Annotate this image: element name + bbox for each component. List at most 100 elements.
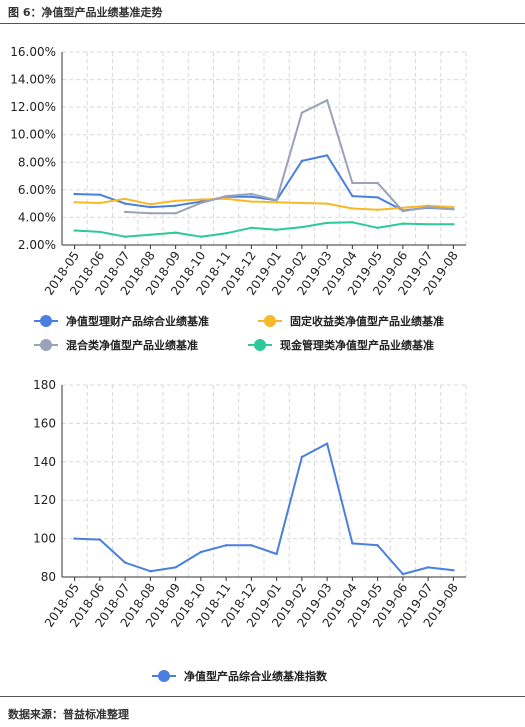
series-0-point xyxy=(325,154,329,157)
legend-swatch xyxy=(152,670,176,682)
series-0-point xyxy=(98,538,102,541)
legend-item-3[interactable]: 现金管理类净值型产品业绩基准 xyxy=(248,337,434,353)
series-0-point xyxy=(351,194,354,198)
series-3-point xyxy=(376,226,379,229)
y-tick-label: 14.00% xyxy=(10,73,56,87)
series-3-point xyxy=(325,221,329,225)
y-tick-label: 160 xyxy=(33,416,56,430)
y-tick-label: 10.00% xyxy=(10,128,56,142)
legend-label: 净值型理财产品综合业绩基准 xyxy=(66,315,209,328)
benchmark-index-legend: 净值型产品综合业绩基准指数 xyxy=(0,668,525,684)
series-0-point xyxy=(149,205,152,209)
series-3-point xyxy=(73,229,76,232)
benchmark-index-chart: 801001201401601802018-052018-062018-0720… xyxy=(33,378,467,630)
legend-item-2[interactable]: 混合类净值型产品业绩基准 xyxy=(34,337,198,353)
series-line-2 xyxy=(125,99,454,215)
series-2-point xyxy=(401,210,405,213)
series-1-point xyxy=(123,197,127,201)
legend-item-0[interactable]: 净值型理财产品综合业绩基准 xyxy=(34,313,209,329)
series-2-point xyxy=(300,111,304,114)
y-tick-label: 100 xyxy=(33,532,56,546)
series-0-point xyxy=(123,202,127,205)
benchmark-rate-legend: 净值型理财产品综合业绩基准 固定收益类净值型产品业绩基准混合类净值型产品业绩基准 现… xyxy=(0,311,525,355)
benchmark-rate-chart: 2.00% 4.00% 6.00% 8.00% 10.00% 12.00% 14.00% 16… xyxy=(10,45,467,298)
series-1-point xyxy=(73,201,76,204)
series-1-point xyxy=(224,197,228,201)
series-2-point xyxy=(224,194,228,198)
series-2-point xyxy=(149,212,152,215)
series-2-point xyxy=(199,201,203,205)
series-line-0 xyxy=(74,442,454,576)
series-1-point xyxy=(250,200,253,203)
series-0-point xyxy=(149,570,152,573)
bottom-rule xyxy=(0,696,525,697)
series-2-point xyxy=(376,181,379,185)
series-0-point xyxy=(174,204,177,207)
series-3-point xyxy=(426,223,430,226)
y-tick-label: 6.00% xyxy=(18,183,56,197)
y-tick-label: 16.00% xyxy=(10,45,56,59)
y-tick-label: 12.00% xyxy=(10,100,56,114)
series-0-point xyxy=(123,561,127,564)
series-2-point xyxy=(250,192,253,196)
y-tick-label: 8.00% xyxy=(18,155,56,169)
series-1-point xyxy=(401,206,405,209)
series-1-point xyxy=(376,208,379,212)
series-3-point xyxy=(174,231,177,234)
top-rule xyxy=(0,23,525,24)
legend-label: 净值型产品综合业绩基准指数 xyxy=(184,670,327,683)
series-2-point xyxy=(174,212,177,215)
series-3-point xyxy=(275,228,278,232)
series-2-point xyxy=(426,205,430,209)
legend-label: 混合类净值型产品业绩基准 xyxy=(66,339,198,352)
series-2-point xyxy=(275,198,278,202)
series-0-point xyxy=(401,572,405,576)
series-1-point xyxy=(351,207,354,210)
legend-label: 现金管理类净值型产品业绩基准 xyxy=(280,339,434,352)
series-3-point xyxy=(98,230,102,234)
y-tick-label: 4.00% xyxy=(18,210,56,224)
series-3-point xyxy=(452,223,455,226)
series-3-point xyxy=(300,225,304,229)
series-1-point xyxy=(325,202,329,205)
series-0-point xyxy=(275,552,278,556)
series-1-point xyxy=(149,203,152,206)
series-0-point xyxy=(250,195,253,198)
series-1-point xyxy=(452,205,455,209)
series-0-point xyxy=(300,159,304,163)
y-tick-label: 140 xyxy=(33,455,56,469)
figure-title: 图 6：净值型产品业绩基准走势 xyxy=(8,6,163,19)
series-0-point xyxy=(174,566,177,569)
series-1-point xyxy=(199,198,203,201)
legend-item-0[interactable]: 净值型产品综合业绩基准指数 xyxy=(152,668,327,684)
series-0-point xyxy=(376,196,379,199)
series-2-point xyxy=(351,181,354,185)
series-2-point xyxy=(325,99,329,102)
y-tick-label: 2.00% xyxy=(18,238,56,252)
series-0-point xyxy=(224,544,228,547)
series-0-point xyxy=(73,192,76,196)
series-line-0 xyxy=(74,154,454,212)
series-0-point xyxy=(426,566,430,569)
source-note: 数据来源：普益标准整理 xyxy=(8,708,129,721)
series-line-1 xyxy=(74,197,454,211)
series-0-point xyxy=(199,550,203,554)
series-1-point xyxy=(275,201,278,204)
series-3-point xyxy=(123,235,127,238)
legend-swatch xyxy=(34,339,58,351)
series-0-point xyxy=(98,193,102,196)
series-3-point xyxy=(224,232,228,235)
series-2-point xyxy=(452,207,455,211)
series-0-point xyxy=(351,542,354,545)
series-3-point xyxy=(199,235,203,238)
series-1-point xyxy=(98,201,102,205)
series-1-point xyxy=(300,201,304,205)
legend-swatch xyxy=(34,315,58,327)
series-3-point xyxy=(149,233,152,236)
series-3-point xyxy=(351,221,354,224)
series-0-point xyxy=(452,569,455,572)
y-tick-label: 80 xyxy=(41,570,56,584)
series-2-point xyxy=(123,210,127,214)
legend-item-1[interactable]: 固定收益类净值型产品业绩基准 xyxy=(258,313,444,329)
series-0-point xyxy=(73,537,76,540)
